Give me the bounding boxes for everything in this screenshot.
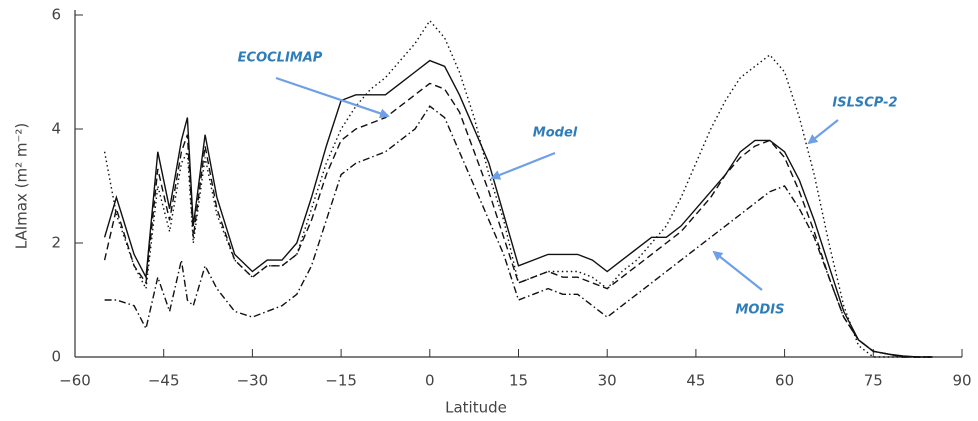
x-tick-label: 60 [775, 372, 794, 390]
x-axis-label: Latitude [445, 399, 507, 417]
annotation-label: MODIS [736, 303, 785, 318]
series-line [103, 82, 933, 358]
series-line [103, 59, 933, 358]
annotation-arrow [275, 76, 390, 119]
y-tick-label: 0 [51, 348, 61, 366]
x-tick-label: −45 [148, 372, 180, 390]
y-axis-label: LAImax (m² m⁻²) [13, 123, 31, 249]
annotation-label: ISLSCP-2 [832, 96, 897, 111]
y-tick-label: 4 [51, 120, 61, 138]
x-tick-label: 45 [686, 372, 705, 390]
annotation-label: Model [533, 126, 578, 141]
annotation-label: ECOCLIMAP [238, 51, 323, 66]
x-tick-label: −15 [325, 372, 357, 390]
series-line [103, 19, 933, 358]
y-tick-label: 2 [51, 234, 61, 252]
x-tick-label: 0 [425, 372, 435, 390]
x-tick-label: 15 [509, 372, 528, 390]
annotation-arrow [807, 119, 839, 145]
x-tick-label: −30 [237, 372, 269, 390]
annotation-arrow [490, 151, 556, 180]
x-tick-label: 75 [864, 372, 883, 390]
y-tick-label: 6 [51, 6, 61, 24]
series-line [104, 105, 933, 358]
annotation-arrow [712, 250, 763, 291]
x-tick-label: 30 [598, 372, 617, 390]
x-tick-label: −60 [59, 372, 91, 390]
x-tick-label: 90 [952, 372, 971, 390]
